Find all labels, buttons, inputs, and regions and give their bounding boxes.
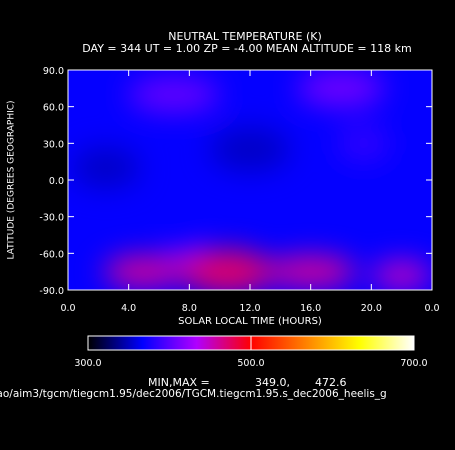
y-tick-label: 30.0 (43, 139, 64, 150)
x-tick-label: 12.0 (239, 303, 260, 314)
colorbar-tick-label: 500.0 (237, 358, 264, 369)
colorbar-tick-label: 700.0 (400, 358, 427, 369)
x-tick-label: 0.0 (60, 303, 75, 314)
x-tick-label: 16.0 (300, 303, 321, 314)
y-tick-label: -30.0 (39, 213, 64, 224)
heatmap-feature (128, 76, 221, 113)
x-tick-label: 8.0 (182, 303, 197, 314)
x-tick-label: 20.0 (361, 303, 382, 314)
y-tick-label: 60.0 (43, 103, 64, 114)
heatmap-feature (210, 127, 290, 172)
x-axis-label: SOLAR LOCAL TIME (HOURS) (178, 316, 322, 327)
heatmap-feature (297, 70, 385, 107)
y-tick-label: -90.0 (39, 286, 64, 297)
minmax-min-value: 349.0, (255, 376, 290, 389)
source-file-path: oao/aim3/tgcm/tiegcm1.95/dec2006/TGCM.ti… (0, 388, 387, 400)
chart-title: NEUTRAL TEMPERATURE (K) (168, 30, 322, 43)
minmax-label: MIN,MAX = (148, 376, 210, 389)
y-tick-label: -60.0 (39, 249, 64, 260)
heatmap-feature (181, 249, 274, 290)
x-tick-label: 4.0 (121, 303, 136, 314)
heatmap-feature (264, 255, 357, 288)
minmax-max-value: 472.6 (315, 376, 347, 389)
x-tick-label: 0.0 (424, 303, 439, 314)
colorbar: 300.0 500.0 700.0 (74, 335, 428, 369)
heatmap-feature (371, 261, 432, 290)
colorbar-tick-label: 300.0 (74, 358, 101, 369)
heatmap-feature (103, 255, 184, 288)
y-tick-label: 90.0 (43, 66, 64, 77)
heatmap-feature (337, 125, 390, 162)
plot-area (68, 70, 432, 290)
chart-subtitle: DAY = 344 UT = 1.00 ZP = -4.00 MEAN ALTI… (82, 42, 412, 55)
y-tick-label: 0.0 (49, 176, 64, 187)
heatmap-feature (71, 147, 140, 188)
